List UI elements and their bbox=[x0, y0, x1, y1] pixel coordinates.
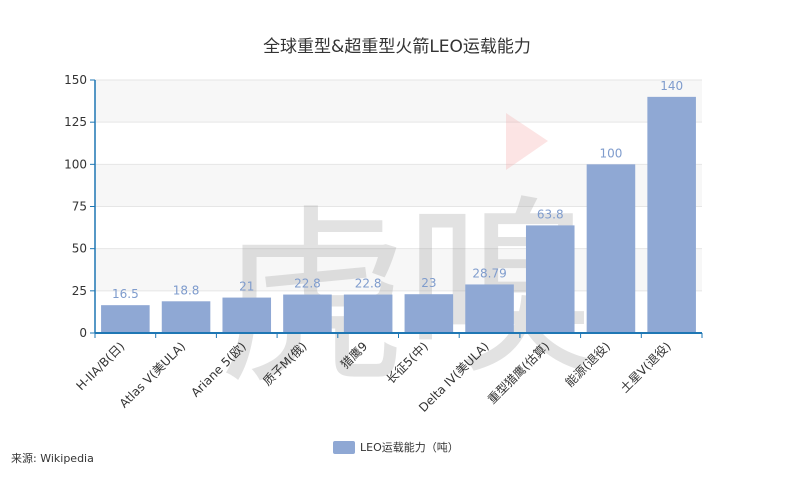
x-tick-label: Atlas V(美ULA) bbox=[117, 339, 188, 410]
y-axis: 0 25 50 75 100 125 150 bbox=[64, 73, 96, 340]
bar[interactable] bbox=[404, 294, 454, 333]
source-note: 来源: Wikipedia bbox=[11, 451, 94, 465]
bar-value-label: 16.5 bbox=[112, 287, 139, 301]
bar-value-label: 18.8 bbox=[173, 283, 200, 297]
bar-value-label: 63.8 bbox=[537, 207, 564, 221]
y-tick-label: 100 bbox=[64, 157, 87, 171]
bar[interactable] bbox=[161, 301, 211, 333]
bar-value-label: 22.8 bbox=[355, 277, 382, 291]
y-tick-label: 75 bbox=[72, 200, 87, 214]
bar[interactable] bbox=[101, 305, 150, 333]
x-tick-label: H-IIA/B(日) bbox=[74, 339, 128, 393]
bar-value-label: 22.8 bbox=[294, 277, 321, 291]
y-tick-label: 150 bbox=[64, 73, 87, 87]
y-tick-label: 50 bbox=[72, 242, 87, 256]
x-tick-label: 土星V(退役) bbox=[617, 339, 674, 396]
bar[interactable] bbox=[222, 297, 272, 333]
y-tick-label: 0 bbox=[79, 326, 87, 340]
bar-value-label: 100 bbox=[599, 146, 622, 160]
legend-label: LEO运载能力（吨） bbox=[360, 440, 459, 454]
bar-value-label: 23 bbox=[421, 276, 436, 290]
data-labels: 16.5 18.8 21 22.8 22.8 23 28.79 63.8 100 140 bbox=[112, 79, 683, 301]
bar[interactable] bbox=[283, 294, 332, 333]
bar[interactable] bbox=[465, 284, 514, 333]
legend[interactable]: LEO运载能力（吨） bbox=[333, 440, 459, 454]
y-tick-label: 25 bbox=[72, 284, 87, 298]
bar-value-label: 140 bbox=[660, 79, 683, 93]
bar-value-label: 21 bbox=[239, 280, 254, 294]
bar[interactable] bbox=[586, 164, 636, 333]
bar[interactable] bbox=[343, 294, 393, 333]
chart-title: 全球重型&超重型火箭LEO运载能力 bbox=[263, 37, 531, 57]
bar[interactable] bbox=[525, 225, 575, 333]
bar[interactable] bbox=[647, 96, 696, 333]
bar-value-label: 28.79 bbox=[472, 266, 506, 280]
legend-swatch bbox=[333, 441, 355, 454]
plot-band bbox=[95, 80, 702, 123]
y-tick-label: 125 bbox=[64, 115, 87, 129]
bar-series bbox=[101, 96, 696, 333]
